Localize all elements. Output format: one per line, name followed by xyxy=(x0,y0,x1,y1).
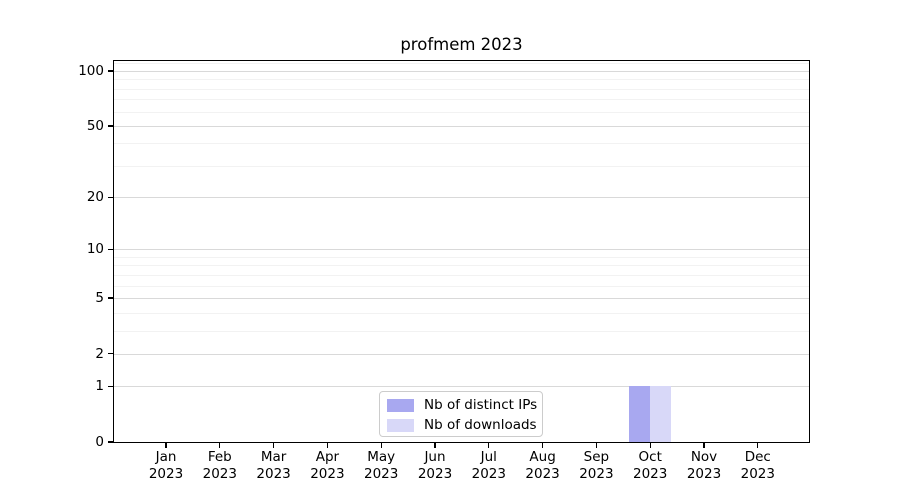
major-gridline xyxy=(114,353,809,355)
x-tick-label-year: 2023 xyxy=(633,466,668,482)
legend: Nb of distinct IPs Nb of downloads xyxy=(379,391,543,437)
y-tick-label: 10 xyxy=(86,241,104,258)
y-tick-mark xyxy=(108,441,114,443)
y-tick-label: 100 xyxy=(78,63,104,79)
x-tick-label-month: Jan xyxy=(155,449,177,465)
x-tick-label-month: Oct xyxy=(638,449,662,465)
x-tick-label: Jan 2023 xyxy=(134,449,198,483)
minor-gridline xyxy=(114,265,809,267)
legend-entry-distinct-ips: Nb of distinct IPs xyxy=(387,395,542,415)
x-tick-label-month: Mar xyxy=(260,449,287,465)
legend-label-distinct-ips: Nb of distinct IPs xyxy=(424,397,538,413)
x-tick-mark xyxy=(595,443,598,448)
x-tick-label-year: 2023 xyxy=(525,466,560,482)
x-tick-label-year: 2023 xyxy=(310,466,345,482)
x-tick-label-month: Aug xyxy=(529,449,556,465)
x-tick-label-month: Apr xyxy=(315,449,340,465)
x-tick-label: Apr 2023 xyxy=(295,449,359,483)
minor-gridline xyxy=(114,79,809,81)
x-tick-label-month: Jul xyxy=(480,449,497,465)
x-tick-label: Jul 2023 xyxy=(457,449,521,483)
y-tick-label: 20 xyxy=(86,189,104,206)
y-tick-mark xyxy=(108,125,114,127)
y-tick-label: 50 xyxy=(86,117,104,134)
x-tick-mark xyxy=(649,443,651,448)
minor-gridline xyxy=(114,274,809,276)
legend-entry-downloads: Nb of downloads xyxy=(387,415,542,435)
x-tick-label-month: May xyxy=(367,449,396,465)
x-tick-label: Dec 2023 xyxy=(726,449,790,483)
legend-label-downloads: Nb of downloads xyxy=(424,417,537,433)
x-tick-label: Aug 2023 xyxy=(511,449,575,483)
plot-area xyxy=(113,60,810,443)
minor-gridline xyxy=(114,88,809,90)
minor-gridline xyxy=(114,143,809,145)
bar-nb-of-downloads xyxy=(650,386,672,442)
x-tick-mark xyxy=(757,443,759,448)
y-tick-label: 1 xyxy=(95,378,104,395)
bar-nb-of-distinct-ips xyxy=(629,386,651,442)
x-tick-mark xyxy=(219,443,221,448)
legend-swatch-distinct-ips xyxy=(387,398,414,412)
x-tick-mark xyxy=(273,443,275,448)
x-tick-mark xyxy=(326,443,329,448)
x-tick-label-year: 2023 xyxy=(686,466,722,482)
minor-gridline xyxy=(114,285,809,287)
minor-gridline xyxy=(114,111,809,113)
y-tick-label: 2 xyxy=(95,345,104,362)
x-tick-label: Mar 2023 xyxy=(242,449,306,483)
x-tick-label-year: 2023 xyxy=(364,466,399,482)
minor-gridline xyxy=(114,63,809,65)
x-tick-label: Jun 2023 xyxy=(403,449,467,483)
x-tick-mark xyxy=(542,443,544,448)
y-tick-mark xyxy=(108,70,114,72)
x-tick-label-year: 2023 xyxy=(256,466,291,482)
x-tick-label-year: 2023 xyxy=(740,466,775,482)
x-tick-label: Feb 2023 xyxy=(188,449,252,483)
x-tick-label-year: 2023 xyxy=(148,466,184,482)
x-tick-label-year: 2023 xyxy=(417,466,453,482)
x-tick-label-month: Sep xyxy=(583,449,610,465)
major-gridline xyxy=(114,249,809,251)
x-tick-label-year: 2023 xyxy=(202,466,237,482)
y-tick-label: 0 xyxy=(95,434,104,450)
legend-swatch-downloads xyxy=(387,418,414,432)
x-tick-label-month: Jun xyxy=(424,449,446,465)
x-tick-label-year: 2023 xyxy=(471,466,506,482)
y-tick-mark xyxy=(108,353,114,355)
major-gridline xyxy=(114,71,809,72)
x-tick-label-month: Feb xyxy=(207,449,232,465)
x-tick-label-month: Nov xyxy=(690,449,718,465)
major-gridline xyxy=(114,197,809,199)
minor-gridline xyxy=(114,99,809,101)
x-tick-label: Nov 2023 xyxy=(672,449,736,483)
minor-gridline xyxy=(114,165,809,167)
x-tick-mark xyxy=(703,443,705,448)
x-tick-label-year: 2023 xyxy=(579,466,614,482)
y-tick-mark xyxy=(108,297,114,299)
y-tick-mark xyxy=(108,196,114,198)
minor-gridline xyxy=(114,256,809,258)
x-tick-label: Sep 2023 xyxy=(564,449,628,483)
minor-gridline xyxy=(114,312,809,314)
x-tick-mark xyxy=(380,443,382,448)
x-tick-mark xyxy=(434,443,436,448)
minor-gridline xyxy=(114,330,809,332)
y-tick-label: 5 xyxy=(95,289,104,306)
x-tick-label: May 2023 xyxy=(349,449,413,483)
y-tick-mark xyxy=(108,385,114,387)
major-gridline xyxy=(114,386,809,388)
y-tick-mark xyxy=(108,248,114,250)
x-tick-mark xyxy=(165,443,167,448)
x-tick-label-month: Dec xyxy=(744,449,771,465)
major-gridline xyxy=(114,125,809,127)
major-gridline xyxy=(114,297,809,299)
x-tick-mark xyxy=(488,443,490,448)
x-tick-label: Oct 2023 xyxy=(618,449,682,483)
chart-title: profmem 2023 xyxy=(400,35,523,54)
